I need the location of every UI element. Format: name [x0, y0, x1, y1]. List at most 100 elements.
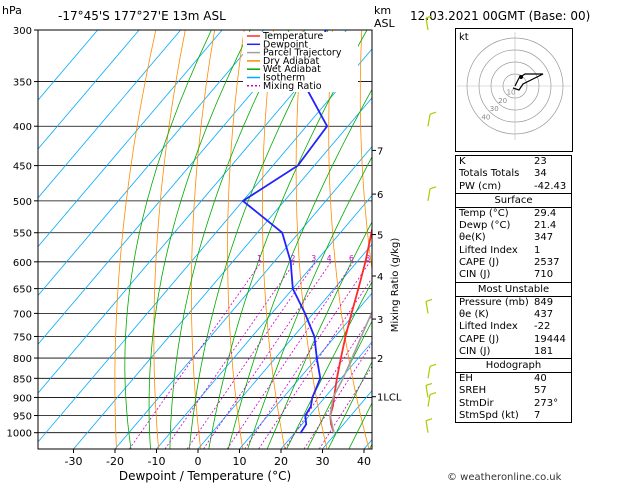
table-row-label: Totals Totals — [459, 168, 520, 180]
table-row-value: 29.4 — [534, 207, 557, 219]
dry-adiabat-line — [328, 30, 370, 449]
table-row-label: StmDir — [459, 397, 494, 409]
series-point — [281, 231, 284, 234]
mixing-ratio-label: 20 — [419, 254, 429, 263]
isotherm-line — [38, 30, 223, 248]
wind-barb-flag — [429, 111, 437, 115]
table-row-value: 1 — [534, 244, 541, 256]
mixing-ratio-line — [244, 261, 371, 449]
series-point — [426, 165, 428, 167]
legend-entry: Dry Adiabat — [263, 56, 320, 67]
table-row-value: 57 — [534, 385, 547, 397]
pressure-tick-label: 600 — [13, 258, 32, 269]
wind-barb — [427, 114, 431, 127]
isotherm-line — [38, 30, 347, 394]
temperature-tick-label: 30 — [316, 455, 330, 468]
series-point — [304, 414, 307, 417]
dry-adiabat-line — [262, 30, 286, 449]
hodograph-title: Hodograph — [456, 359, 571, 374]
table-row-label: Lifted Index — [459, 244, 518, 256]
table-row: Lifted Index -22 — [456, 321, 571, 333]
series-point — [360, 335, 363, 338]
series-point — [344, 335, 347, 338]
legend-entry: Parcel Trajectory — [263, 48, 342, 59]
table-row-label: Dewp (°C) — [459, 220, 511, 232]
series-point — [329, 414, 332, 417]
table-row: K 23 — [456, 156, 571, 168]
pressure-tick-label: 650 — [13, 285, 32, 296]
temperature-tick-label: 0 — [195, 455, 202, 468]
series-point — [305, 423, 308, 426]
series-point — [448, 81, 450, 83]
hodograph-unit: kt — [459, 32, 469, 43]
series-point — [310, 405, 312, 408]
mixing-ratio-line — [128, 261, 262, 449]
table-row-value: 2537 — [534, 257, 560, 269]
wind-barb — [427, 366, 431, 379]
pressure-tick-label: 700 — [13, 309, 32, 320]
legend-entry: Mixing Ratio — [263, 81, 322, 92]
hodograph-frame — [455, 28, 573, 152]
asl-label: ASL — [374, 17, 395, 30]
hodograph-ring-label: 20 — [498, 97, 507, 105]
datetime-title: 12.03.2021 00GMT (Base: 00) — [410, 9, 591, 23]
surface-section: Surface Temp (°C) 29.4 Dewp (°C) 21.4 θe(K) 3… — [455, 193, 572, 283]
table-row: Pressure (mb) 849 — [456, 297, 571, 309]
pressure-tick-label: 300 — [13, 26, 32, 37]
temperature-tick-label: 10 — [233, 455, 247, 468]
height-tick-label: 1LCL — [377, 393, 402, 404]
table-row-label: K — [459, 156, 466, 167]
mixing-ratio-line — [203, 261, 332, 449]
table-row-value: 21.4 — [534, 220, 557, 232]
table-row-label: EH — [459, 373, 473, 385]
mixing-ratio-line — [258, 277, 372, 449]
hodograph-section: Hodograph EH 40 SREH 57 StmDir 273° StmSpd (kt… — [455, 359, 572, 424]
pressure-tick-label: 1000 — [7, 429, 32, 440]
mixing-ratio-line — [164, 261, 296, 449]
indices-table: K 23 Totals Totals 34 PW (cm) -42.43 Surface … — [455, 155, 572, 424]
mixing-ratio-line — [303, 342, 372, 449]
table-row-label: CIN (J) — [459, 269, 491, 281]
table-row-value: 273° — [534, 397, 559, 409]
hodograph-ring-label: 40 — [481, 114, 490, 122]
series-point — [386, 125, 388, 127]
temperature-tick-label: 20 — [274, 455, 288, 468]
temperature-tick-label: 40 — [357, 455, 371, 468]
pressure-tick-label: 850 — [13, 374, 32, 385]
pressure-tick-label: 500 — [13, 197, 32, 208]
wind-barb — [425, 301, 429, 314]
pressure-tick-label: 350 — [13, 78, 32, 89]
mixing-ratio-label: 4 — [327, 254, 332, 263]
table-row: EH 40 — [456, 373, 571, 385]
isotherm-line — [38, 30, 181, 199]
pressure-unit-label: hPa — [2, 4, 22, 17]
mixing-ratio-label: 25 — [433, 254, 443, 263]
series-point — [414, 200, 416, 202]
wet-adiabat-line — [348, 402, 372, 449]
mixing-ratio-axis-label: Mixing Ratio (g/kg) — [390, 238, 401, 333]
isotherm-line — [38, 30, 306, 345]
table-row-value: 19444 — [534, 333, 566, 345]
series-point — [326, 125, 328, 128]
table-row-label: SREH — [459, 385, 487, 397]
hodograph-ring-label: 10 — [507, 88, 516, 96]
series-point — [296, 164, 299, 167]
isotherm-line — [73, 97, 372, 449]
table-row-label: Lifted Index — [459, 321, 518, 333]
hodograph-ring-label: 30 — [490, 105, 499, 113]
legend-box — [243, 32, 358, 92]
series-point — [351, 357, 353, 359]
wet-adiabat-line — [227, 88, 372, 449]
table-row-value: -22 — [534, 321, 551, 333]
pressure-tick-label: 750 — [13, 332, 32, 343]
dry-adiabat-line — [191, 30, 216, 449]
pressure-tick-label: 400 — [13, 122, 32, 133]
table-row-label: θe (K) — [459, 308, 489, 320]
series-point — [382, 165, 384, 167]
km-label: km — [374, 4, 392, 17]
series-point — [332, 396, 334, 399]
mixing-ratio-label: 15 — [401, 254, 411, 263]
wet-adiabat-line — [266, 221, 372, 449]
temperature-tick-label: -10 — [148, 455, 166, 468]
